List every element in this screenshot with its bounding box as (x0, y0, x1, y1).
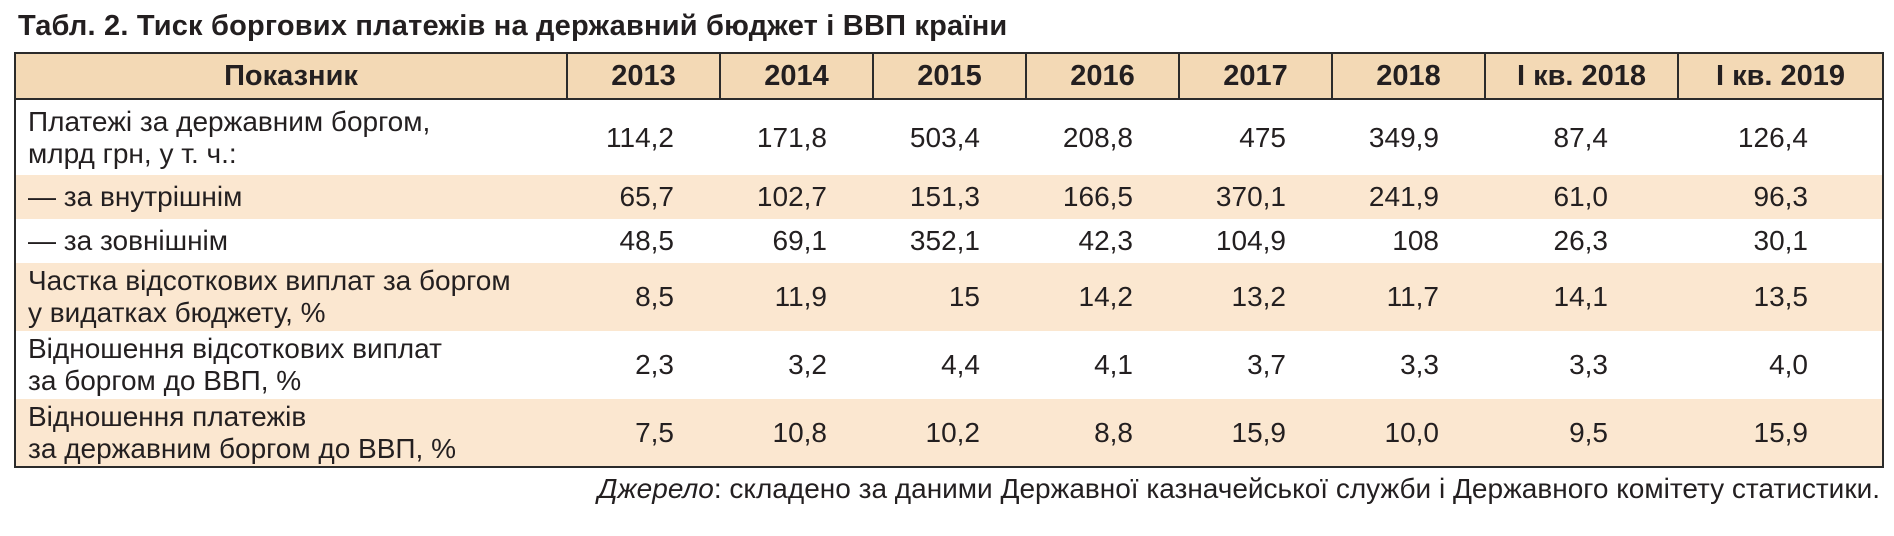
indicator-line: млрд грн, у т. ч.: (28, 137, 237, 169)
value-cell: 48,5 (619, 225, 675, 256)
value-cell: 26,3 (1553, 225, 1609, 256)
value-cell: 370,1 (1215, 181, 1286, 212)
table-row: Частка відсоткових виплат за боргом у ви… (15, 263, 1883, 331)
value-cell: 503,4 (909, 121, 980, 153)
value-cell: 114,2 (606, 121, 674, 153)
value-cell: 10,0 (1384, 416, 1440, 448)
value-cell: 171,8 (756, 121, 827, 153)
indicator-cell: Частка відсоткових виплат за боргом у ви… (15, 263, 567, 331)
value-cell: 4,1 (1094, 349, 1133, 380)
header-q1-2019: І кв. 2019 (1677, 52, 1884, 100)
value-cell: 475 (1239, 121, 1286, 153)
header-2013: 2013 (566, 52, 721, 100)
value-cell: 15,9 (1231, 416, 1287, 448)
value-cell: 4,0 (1769, 349, 1808, 380)
value-cell: 14,1 (1553, 281, 1609, 312)
value-cell: 42,3 (1078, 225, 1134, 256)
table-title: Табл. 2. Тиск боргових платежів на держа… (18, 10, 1008, 42)
value-cell: 30,1 (1753, 225, 1809, 256)
header-2015: 2015 (872, 52, 1027, 100)
indicator-cell: Відношення відсоткових виплат за боргом … (15, 331, 567, 399)
value-cell: 3,7 (1247, 349, 1286, 380)
value-cell: 208,8 (1062, 121, 1133, 153)
indicator-cell: — за зовнішнім (15, 219, 567, 263)
source-label: Джерело (597, 473, 714, 504)
indicator-line: Платежі за державним боргом, (28, 105, 431, 137)
value-cell: 104,9 (1215, 225, 1286, 256)
value-cell: 9,5 (1569, 416, 1608, 448)
value-cell: 11,9 (774, 281, 827, 312)
header-q1-2018: І кв. 2018 (1484, 52, 1679, 100)
value-cell: 126,4 (1737, 121, 1808, 153)
value-cell: 61,0 (1553, 181, 1609, 212)
value-cell: 166,5 (1062, 181, 1133, 212)
value-cell: 3,2 (788, 349, 827, 380)
value-cell: 65,7 (619, 181, 675, 212)
table-row: Платежі за державним боргом, млрд грн, у… (15, 99, 1883, 175)
value-cell: 7,5 (635, 416, 674, 448)
value-cell: 8,5 (635, 281, 674, 312)
value-cell: 151,3 (909, 181, 980, 212)
indicator-line: Відношення відсоткових виплат (28, 333, 442, 364)
value-cell: 15,9 (1753, 416, 1809, 448)
value-cell: 3,3 (1569, 349, 1608, 380)
value-cell: 8,8 (1094, 416, 1133, 448)
table-row: Відношення платежів за державним боргом … (15, 399, 1883, 467)
value-cell: 349,9 (1368, 121, 1439, 153)
indicator-line: — за зовнішнім (28, 225, 229, 256)
table-row: Відношення відсоткових виплат за боргом … (15, 331, 1883, 399)
header-indicator: Показник (14, 52, 568, 100)
header-2016: 2016 (1025, 52, 1180, 100)
value-cell: 96,3 (1753, 181, 1809, 212)
table-row: — за внутрішнім 65,7 102,7 151,3 166,5 3… (15, 175, 1883, 219)
value-cell: 11,7 (1386, 281, 1439, 312)
value-cell: 10,8 (772, 416, 828, 448)
value-cell: 4,4 (941, 349, 980, 380)
value-cell: 13,5 (1753, 281, 1809, 312)
header-2017: 2017 (1178, 52, 1333, 100)
value-cell: 102,7 (756, 181, 827, 212)
value-cell: 352,1 (909, 225, 980, 256)
source-text: : складено за даними Державної казначейс… (713, 473, 1880, 504)
indicator-line: Відношення платежів (28, 400, 307, 432)
value-cell: 13,2 (1231, 281, 1287, 312)
header-2014: 2014 (719, 52, 874, 100)
table-header-row: Показник 2013 2014 2015 2016 2017 2018 І… (14, 52, 1884, 100)
value-cell: 87,4 (1553, 121, 1609, 153)
value-cell: 108 (1392, 225, 1439, 256)
source-note: Джерело: складено за даними Державної ка… (14, 470, 1880, 508)
indicator-cell: Відношення платежів за державним боргом … (15, 399, 567, 467)
value-cell: 15 (948, 281, 980, 312)
indicator-line: у видатках бюджету, % (28, 297, 326, 328)
value-cell: 3,3 (1400, 349, 1439, 380)
table-row: — за зовнішнім 48,5 69,1 352,1 42,3 104,… (15, 219, 1883, 263)
value-cell: 241,9 (1368, 181, 1439, 212)
indicator-cell: Платежі за державним боргом, млрд грн, у… (15, 99, 567, 175)
indicator-cell: — за внутрішнім (15, 175, 567, 219)
value-cell: 10,2 (925, 416, 981, 448)
value-cell: 69,1 (772, 225, 828, 256)
debt-payments-table: Показник 2013 2014 2015 2016 2017 2018 І… (14, 52, 1884, 468)
document-page: Табл. 2. Тиск боргових платежів на держа… (14, 6, 1884, 508)
indicator-line: за державним боргом до ВВП, % (28, 432, 456, 464)
indicator-line: Частка відсоткових виплат за боргом (28, 265, 511, 296)
value-cell: 14,2 (1078, 281, 1134, 312)
header-2018: 2018 (1331, 52, 1486, 100)
value-cell: 2,3 (635, 349, 674, 380)
indicator-line: — за внутрішнім (28, 181, 243, 212)
indicator-line: за боргом до ВВП, % (28, 365, 302, 396)
